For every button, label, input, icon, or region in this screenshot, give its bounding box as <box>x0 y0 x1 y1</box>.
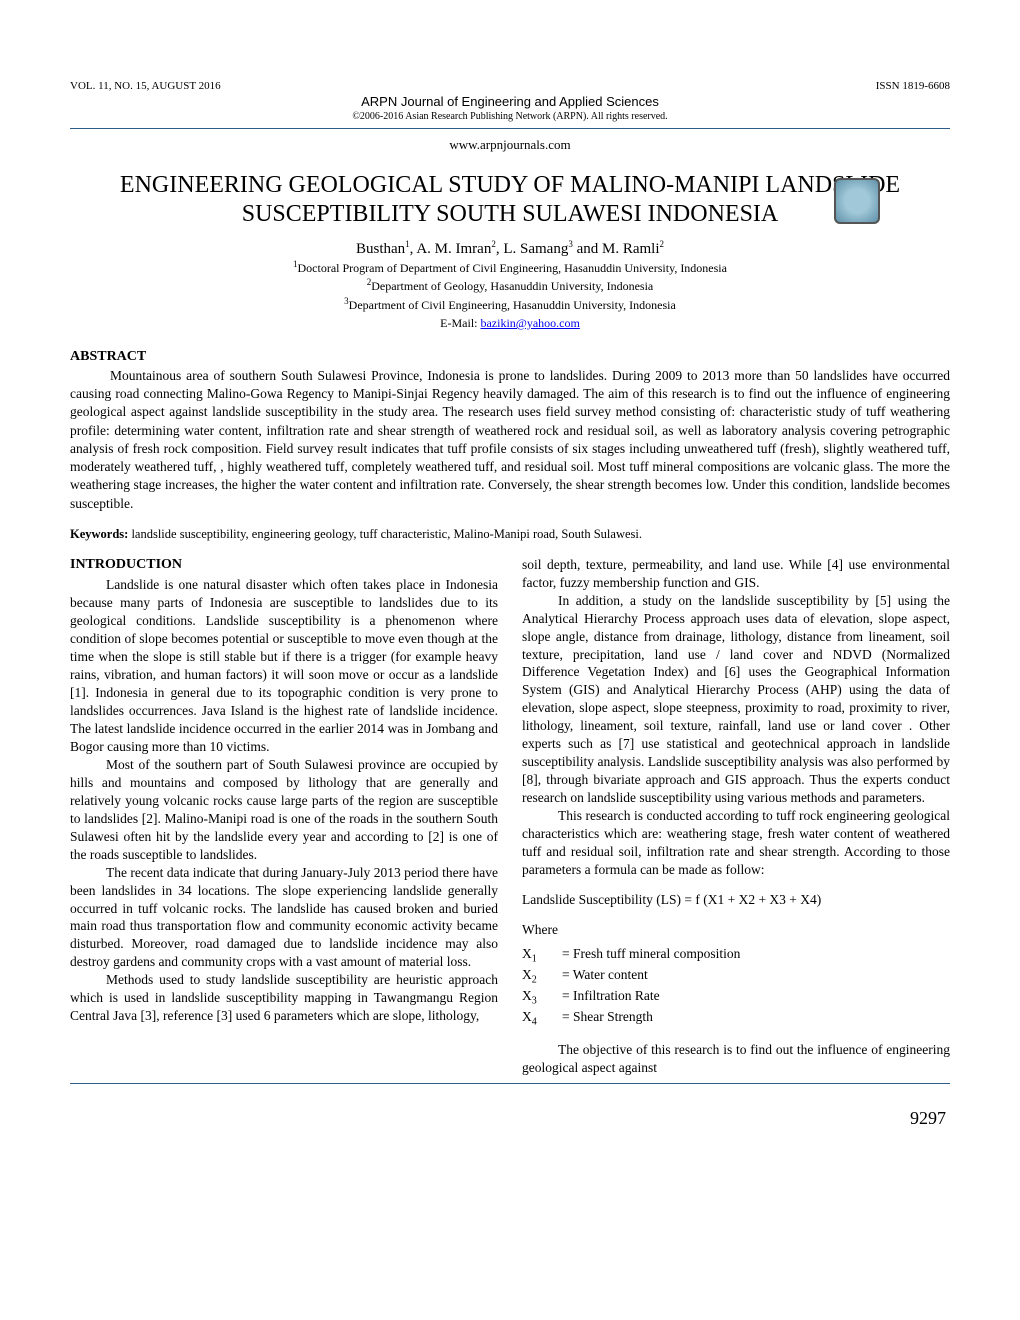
keywords-line: Keywords: landslide susceptibility, engi… <box>70 527 950 542</box>
footer-rule <box>70 1083 950 1084</box>
abstract-heading: ABSTRACT <box>70 349 950 365</box>
left-column: INTRODUCTION Landslide is one natural di… <box>70 556 498 1077</box>
intro-para-4: Methods used to study landslide suscepti… <box>70 971 498 1025</box>
email-link[interactable]: bazikin@yahoo.com <box>480 316 579 330</box>
affiliation-1: 1Doctoral Program of Department of Civil… <box>70 258 950 277</box>
volume-info: VOL. 11, NO. 15, AUGUST 2016 <box>70 80 221 92</box>
variable-table: X1 = Fresh tuff mineral composition X2 =… <box>522 945 950 1029</box>
affiliation-3: 3Department of Civil Engineering, Hasanu… <box>70 295 950 314</box>
intro-para-3: The recent data indicate that during Jan… <box>70 864 498 972</box>
journal-url: www.arpnjournals.com <box>70 137 950 153</box>
abstract-text: Mountainous area of southern South Sulaw… <box>70 367 950 513</box>
email-line: E-Mail: bazikin@yahoo.com <box>70 316 950 331</box>
where-label: Where <box>522 921 950 939</box>
right-para-3: The objective of this research is to fin… <box>522 1041 950 1077</box>
page-number: 9297 <box>70 1108 950 1129</box>
right-para-2: This research is conducted according to … <box>522 807 950 879</box>
right-column: soil depth, texture, permeability, and l… <box>522 556 950 1077</box>
introduction-heading: INTRODUCTION <box>70 556 498 575</box>
header-rule <box>70 128 950 129</box>
formula: Landslide Susceptibility (LS) = f (X1 + … <box>522 891 950 909</box>
right-para-1: In addition, a study on the landslide su… <box>522 592 950 807</box>
var-row-3: X3 = Infiltration Rate <box>522 987 950 1008</box>
journal-name: ARPN Journal of Engineering and Applied … <box>70 94 950 109</box>
journal-logo <box>834 178 880 224</box>
var-row-4: X4 = Shear Strength <box>522 1008 950 1029</box>
affiliation-2: 2Department of Geology, Hasanuddin Unive… <box>70 276 950 295</box>
copyright: ©2006-2016 Asian Research Publishing Net… <box>70 111 950 122</box>
var-row-1: X1 = Fresh tuff mineral composition <box>522 945 950 966</box>
var-row-2: X2 = Water content <box>522 966 950 987</box>
right-continuation: soil depth, texture, permeability, and l… <box>522 556 950 592</box>
intro-para-2: Most of the southern part of South Sulaw… <box>70 756 498 864</box>
paper-title: ENGINEERING GEOLOGICAL STUDY OF MALINO-M… <box>70 171 950 229</box>
authors: Busthan1, A. M. Imran2, L. Samang3 and M… <box>70 239 950 258</box>
issn: ISSN 1819-6608 <box>876 80 950 92</box>
intro-para-1: Landslide is one natural disaster which … <box>70 576 498 756</box>
